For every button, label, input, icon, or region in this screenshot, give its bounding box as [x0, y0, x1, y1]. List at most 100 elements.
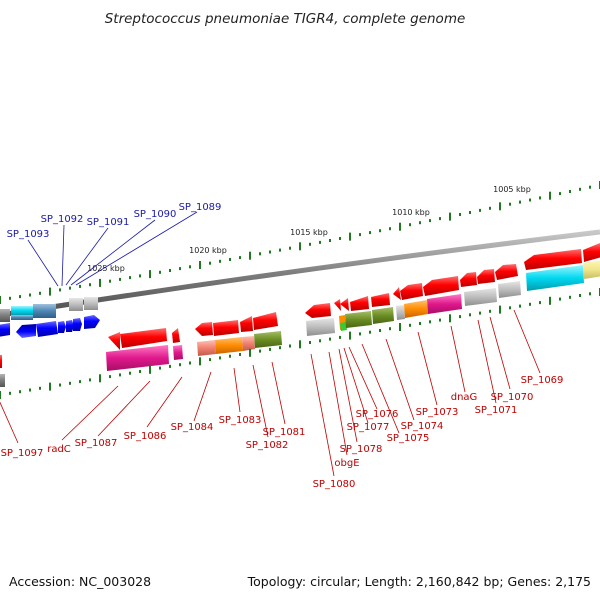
leader-line [361, 343, 400, 434]
feature-block [215, 337, 243, 354]
minor-tick [339, 237, 341, 240]
leader-line [27, 239, 59, 287]
gene-label: SP_1083 [219, 415, 262, 426]
minor-tick [289, 246, 291, 250]
minor-tick [89, 283, 91, 287]
minor-tick [419, 221, 421, 225]
minor-tick [169, 364, 171, 368]
leader-line [97, 380, 151, 437]
minor-tick [9, 296, 11, 300]
major-tick [449, 314, 451, 323]
scale-label-1005: 1005 kbp [493, 185, 531, 194]
leader-line [513, 309, 541, 374]
leader-line [75, 211, 198, 286]
leader-line [70, 219, 156, 286]
gene-arrow [58, 321, 66, 333]
minor-tick [129, 276, 131, 280]
minor-tick [509, 202, 511, 206]
minor-tick [269, 250, 271, 254]
minor-tick [519, 200, 521, 204]
leader-line [193, 371, 212, 422]
genome-summary-text: Topology: circular; Length: 2,160,842 bp… [247, 574, 591, 589]
gene-arrow [16, 324, 36, 338]
leader-line [348, 346, 378, 410]
minor-tick [209, 358, 211, 362]
gene-label: SP_1081 [263, 427, 306, 438]
leader-line [310, 353, 335, 477]
leader-lines-blue [27, 211, 198, 287]
annotation-track-lower [0, 260, 600, 387]
minor-tick [179, 267, 181, 271]
leader-line [489, 316, 511, 390]
minor-tick [309, 242, 311, 246]
minor-tick [489, 206, 491, 210]
gene-arrow [213, 320, 239, 336]
gene-label: radC [47, 444, 71, 455]
major-tick [149, 365, 151, 374]
scale-label-1010: 1010 kbp [392, 208, 430, 217]
feature-block [173, 345, 183, 360]
leader-line [477, 319, 497, 404]
gene-label: SP_1089 [179, 202, 222, 213]
minor-tick [279, 248, 281, 252]
gene-label: SP_1080 [313, 479, 356, 490]
minor-tick [579, 294, 581, 297]
feature-block [345, 311, 372, 328]
major-tick [299, 340, 301, 349]
minor-tick [319, 240, 321, 244]
major-tick [249, 251, 251, 260]
minor-tick [59, 288, 61, 292]
major-tick [299, 242, 301, 251]
major-tick [349, 331, 351, 340]
minor-tick [69, 381, 71, 385]
minor-tick [569, 190, 571, 193]
leader-line [338, 348, 358, 443]
scale-label-1025: 1025 kbp [87, 264, 125, 273]
major-tick [49, 287, 51, 296]
major-tick [499, 202, 501, 211]
leader-line [450, 325, 466, 393]
major-tick [99, 278, 101, 287]
gene-arrow [73, 318, 82, 331]
leader-line [252, 364, 269, 438]
feature-block [396, 305, 405, 320]
gene-label: SP_1093 [7, 229, 50, 240]
minor-tick [119, 373, 121, 377]
gene-arrow [393, 287, 401, 300]
feature-block [498, 281, 521, 298]
leader-line [417, 331, 438, 406]
gene-label: SP_1077 [347, 422, 390, 433]
major-tick [149, 270, 151, 279]
minor-tick [259, 349, 261, 353]
feature-block [242, 336, 255, 351]
minor-tick [169, 269, 171, 272]
minor-tick [589, 292, 591, 296]
feature-block [11, 306, 33, 315]
major-tick [349, 232, 351, 241]
minor-tick [29, 293, 31, 297]
minor-tick [569, 295, 571, 299]
minor-tick [459, 213, 461, 216]
minor-tick [189, 265, 191, 269]
major-tick [549, 296, 551, 305]
major-tick [499, 305, 501, 314]
feature-block [404, 300, 428, 318]
leader-line [65, 227, 109, 286]
minor-tick [259, 252, 261, 256]
accession-text: Accession: NC_003028 [9, 574, 151, 589]
leader-line [343, 347, 369, 424]
minor-tick [229, 354, 231, 358]
gene-label: SP_1073 [416, 407, 459, 418]
leader-line [61, 385, 119, 441]
minor-tick [109, 375, 111, 379]
gene-arrow [36, 321, 58, 337]
gene-arrow [524, 249, 582, 270]
minor-tick [9, 391, 11, 395]
gene-arrow [495, 264, 518, 280]
major-tick [399, 222, 401, 231]
minor-tick [29, 388, 31, 392]
minor-tick [419, 322, 421, 325]
gene-arrow [120, 328, 167, 348]
